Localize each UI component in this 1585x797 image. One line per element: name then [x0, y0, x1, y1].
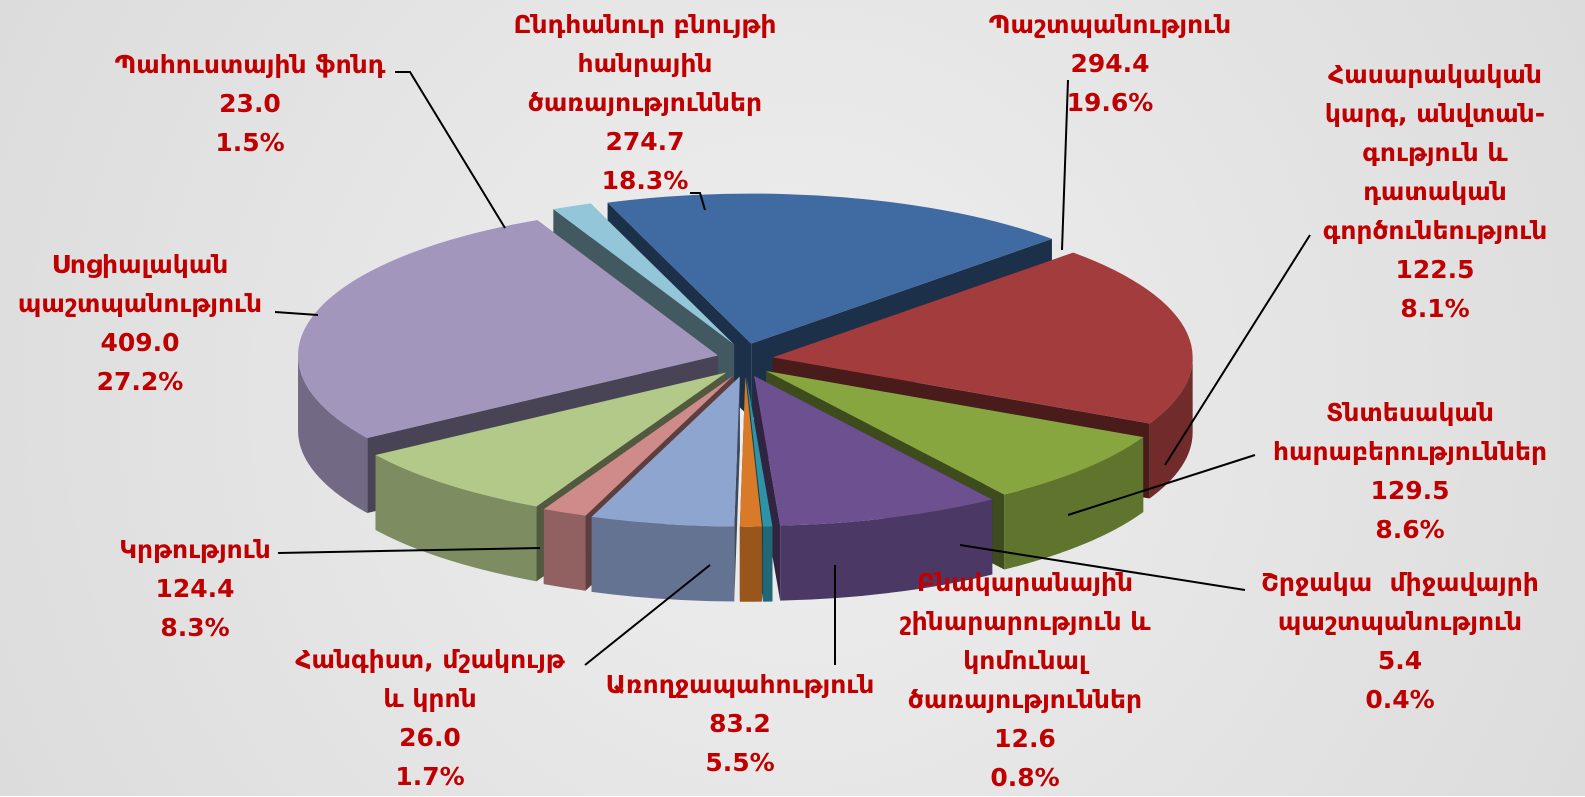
- category: Պահուստային ֆոնդ: [114, 50, 386, 79]
- value-label: 409.0: [100, 328, 180, 357]
- category: Տնտեսական հարաբերություններ: [1272, 398, 1548, 466]
- percent-label: 8.6%: [1375, 515, 1445, 544]
- slice-label: Հասարակական կարգ, անվտան- գություն և դատ…: [1323, 55, 1548, 328]
- category: Հանգիստ, մշակույթ և կրոն: [295, 645, 565, 713]
- value-label: 23.0: [219, 89, 281, 118]
- slice-top: [739, 376, 762, 527]
- category: Կրթություն: [119, 535, 271, 564]
- percent-label: 0.8%: [990, 763, 1060, 792]
- slice-top: [543, 375, 734, 516]
- leader-line: [395, 71, 506, 229]
- slice: [591, 376, 740, 602]
- value-label: 122.5: [1395, 255, 1475, 284]
- slice-top: [375, 372, 727, 507]
- slice-rim: [762, 526, 773, 602]
- slice-top: [298, 220, 719, 438]
- leader-line: [584, 564, 711, 666]
- slice-top: [746, 376, 773, 527]
- category: Պաշտպանություն: [988, 10, 1232, 39]
- slice-top: [591, 376, 740, 527]
- slice-rim: [1149, 357, 1193, 499]
- slice-label: Հանգիստ, մշակույթ և կրոն 26.0 1.7%: [295, 640, 564, 796]
- value-label: 274.7: [605, 127, 685, 156]
- slice: [739, 376, 762, 602]
- slice-top: [553, 203, 735, 345]
- category: Ընդհանուր բնույթի հանրային ծառայությունն…: [513, 10, 777, 117]
- slice-top: [772, 252, 1193, 424]
- value-label: 26.0: [399, 723, 461, 752]
- slice-label: Ընդհանուր բնույթի հանրային ծառայությունն…: [514, 5, 777, 200]
- slice: [754, 375, 993, 601]
- slice-rim: [543, 509, 586, 591]
- slice-label: Բնակարանային շինարարություն և կոմունալ ծ…: [899, 563, 1150, 797]
- leader-line: [1061, 79, 1069, 251]
- category: Սոցիալական պաշտպանություն: [17, 250, 263, 318]
- percent-label: 18.3%: [601, 166, 689, 195]
- value-label: 129.5: [1370, 476, 1450, 505]
- slice-side: [754, 375, 781, 601]
- slice-label: Շրջակա միջավայրի պաշտպանություն 5.4 0.4%: [1261, 563, 1539, 719]
- category: Բնակարանային շինարարություն և կոմունալ ծ…: [899, 568, 1151, 714]
- percent-label: 8.1%: [1400, 294, 1470, 323]
- percent-label: 1.5%: [215, 128, 285, 157]
- slice-rim: [739, 526, 762, 602]
- leader-line: [959, 544, 1246, 591]
- slice-top: [754, 375, 993, 526]
- value-label: 83.2: [709, 709, 771, 738]
- leader-line: [690, 192, 706, 211]
- percent-label: 19.6%: [1066, 88, 1154, 117]
- slice-label: Պաշտպանություն 294.4 19.6%: [989, 5, 1231, 122]
- value-label: 5.4: [1377, 646, 1423, 675]
- value-label: 294.4: [1070, 49, 1150, 78]
- slice-label: Կրթություն 124.4 8.3%: [119, 530, 271, 647]
- slice-label: Սոցիալական պաշտպանություն 409.0 27.2%: [18, 245, 262, 401]
- category: Առողջապահություն: [605, 670, 875, 699]
- category: Շրջակա միջավայրի պաշտպանություն: [1261, 568, 1539, 636]
- percent-label: 27.2%: [96, 367, 184, 396]
- percent-label: 5.5%: [705, 748, 775, 777]
- value-label: 12.6: [994, 724, 1056, 753]
- slice-rim: [591, 516, 735, 602]
- slice-label: Առողջապահություն 83.2 5.5%: [606, 665, 875, 782]
- slice-rim: [780, 499, 993, 601]
- slice-label: Տնտեսական հարաբերություններ 129.5 8.6%: [1273, 393, 1547, 549]
- category: Հասարակական կարգ, անվտան- գություն և դատ…: [1322, 60, 1548, 245]
- leader-line: [274, 311, 319, 316]
- percent-label: 1.7%: [395, 762, 465, 791]
- percent-label: 8.3%: [160, 613, 230, 642]
- leader-line: [1164, 234, 1311, 466]
- leader-line: [1067, 454, 1256, 516]
- slice-rim: [298, 355, 368, 513]
- percent-label: 0.4%: [1365, 685, 1435, 714]
- value-label: 124.4: [155, 574, 235, 603]
- slice-top: [766, 370, 1144, 495]
- slice-top: [607, 193, 1052, 344]
- slice-label: Պահուստային ֆոնդ 23.0 1.5%: [115, 45, 386, 162]
- slice-rim: [1004, 437, 1144, 570]
- leader-line: [277, 547, 541, 554]
